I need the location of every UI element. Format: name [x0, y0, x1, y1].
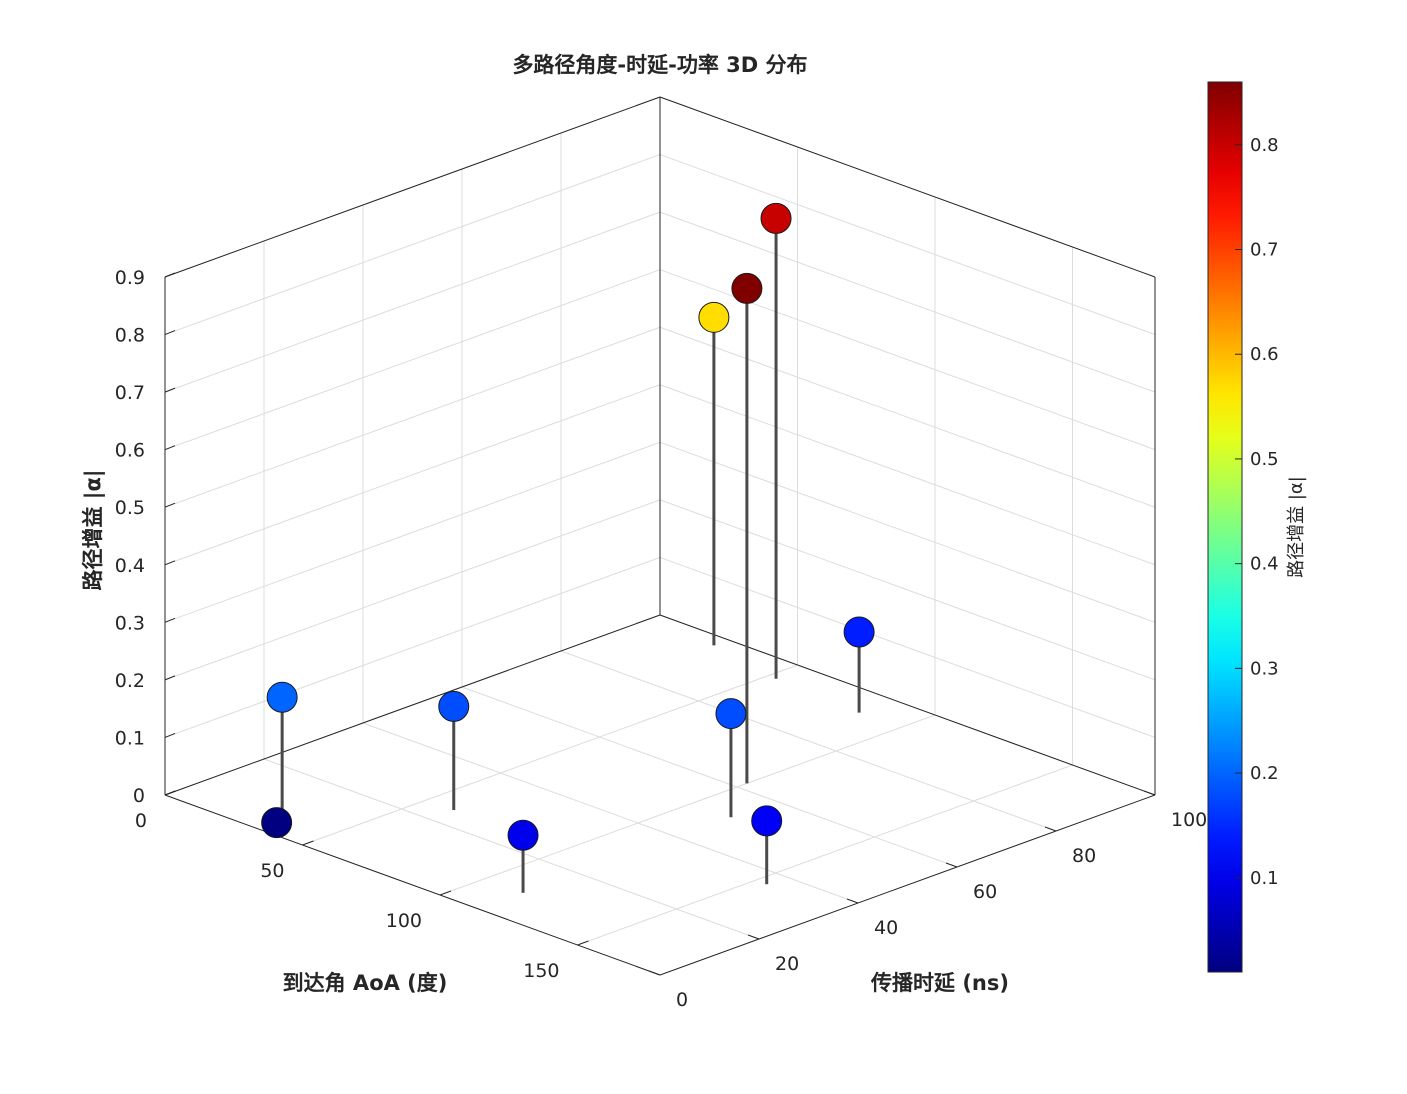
z-tick-mark	[164, 617, 176, 623]
colorbar-tick-label: 0.5	[1250, 449, 1279, 470]
axes-edge	[659, 614, 1156, 796]
y-tick-label: 100	[1171, 809, 1207, 831]
y-tick-mark	[747, 934, 760, 940]
z-tick-label: 0.9	[115, 267, 145, 289]
data-point	[843, 616, 875, 648]
x-tick-label: 0	[135, 810, 147, 832]
wall-grid-z-right	[659, 556, 1156, 738]
wall-grid-z-left	[164, 269, 661, 451]
x-tick-label: 100	[386, 910, 422, 932]
x-tick-label: 150	[523, 960, 559, 982]
grid-lines	[164, 96, 1156, 976]
wall-grid-z-right	[659, 384, 1156, 566]
y-tick-mark	[648, 970, 661, 976]
floor-grid-x	[302, 664, 798, 846]
z-tick-mark	[164, 502, 176, 508]
colorbar-tick-label: 0.6	[1250, 344, 1279, 365]
y-tick-label: 40	[874, 917, 898, 939]
colorbar-ticks: 0.1 0.2 0.3 0.4 0.5 0.6 0.7 0.8	[1235, 135, 1279, 889]
wall-grid-z-left	[164, 556, 661, 738]
y-tick-mark	[846, 898, 859, 904]
y-axis-label: 传播时延 (ns)	[870, 971, 1009, 995]
colorbar-tick-label: 0.1	[1250, 868, 1279, 889]
z-tick-mark	[164, 387, 176, 393]
wall-grid-z-left	[164, 384, 661, 566]
colorbar-gradient	[1207, 81, 1243, 973]
data-point	[760, 202, 792, 234]
y-tick-label: 80	[1072, 845, 1096, 867]
wall-grid-z-right	[659, 499, 1156, 681]
data-point	[715, 698, 747, 730]
wall-grid-z-right	[659, 441, 1156, 623]
wall-grid-z-left	[164, 211, 661, 393]
y-tick-mark	[1044, 826, 1057, 832]
axes-edge	[164, 96, 661, 278]
z-tick-mark	[164, 272, 176, 278]
wall-grid-z-right	[659, 326, 1156, 508]
z-tick-label: 0	[133, 785, 145, 807]
data-point	[698, 301, 730, 333]
x-tick-label: 50	[260, 860, 284, 882]
colorbar-tick-label: 0.4	[1250, 554, 1279, 575]
data-point	[507, 819, 539, 851]
colorbar: 0.1 0.2 0.3 0.4 0.5 0.6 0.7 0.8 路径增益 |α|	[1207, 81, 1307, 973]
colorbar-tick-label: 0.2	[1250, 763, 1279, 784]
z-tick-label: 0.8	[115, 325, 145, 347]
z-axis-label: 路径增益 |α|	[81, 469, 106, 590]
x-tick-mark	[302, 840, 314, 846]
data-point	[731, 272, 763, 304]
x-tick-mark	[577, 940, 589, 946]
x-tick-mark	[439, 890, 452, 896]
colorbar-tick-label: 0.8	[1250, 135, 1279, 156]
axes-edge	[164, 614, 661, 796]
floor-grid-x	[577, 764, 1073, 946]
floor-grid-y	[362, 722, 859, 904]
z-tick-label: 0.5	[115, 497, 145, 519]
wall-grid-z-left	[164, 441, 661, 623]
floor-grid-y	[263, 758, 760, 940]
colorbar-label: 路径增益 |α|	[1286, 476, 1307, 578]
z-tick-label: 0.2	[115, 670, 145, 692]
axes-edge	[164, 794, 661, 976]
wall-grid-z-right	[659, 211, 1156, 393]
chart-title: 多路径角度-时延-功率 3D 分布	[512, 53, 807, 77]
data-point	[266, 681, 298, 713]
z-tick-label: 0.1	[115, 727, 145, 749]
floor-grid-y	[461, 686, 958, 868]
z-tick-mark	[164, 560, 176, 566]
z-tick-mark	[164, 675, 176, 681]
z-tick-mark	[164, 445, 176, 451]
floor-grid-y	[560, 650, 1057, 832]
data-point	[751, 805, 783, 837]
data-point	[438, 690, 470, 722]
z-tick-label: 0.3	[115, 612, 145, 634]
x-axis-label: 到达角 AoA (度)	[283, 971, 448, 995]
y-tick-mark	[945, 862, 958, 868]
tick-labels: 0 50 100 150 0 20 40 60 80 100 0 0.1 0.2 0.3 0.4 0.5 0.6…	[115, 267, 1207, 1011]
wall-grid-z-left	[164, 499, 661, 681]
axes-edge	[659, 96, 1156, 278]
z-tick-mark	[164, 732, 176, 738]
axes-edge	[659, 794, 1156, 976]
z-tick-label: 0.4	[115, 555, 145, 577]
floor-grid-x	[439, 714, 936, 896]
z-tick-mark	[164, 790, 176, 796]
y-tick-label: 20	[775, 953, 799, 975]
data-points	[261, 202, 875, 893]
wall-grid-z-right	[659, 154, 1156, 336]
data-point	[261, 807, 293, 839]
y-tick-mark	[1143, 790, 1156, 796]
wall-grid-z-left	[164, 154, 661, 336]
z-tick-mark	[164, 330, 176, 336]
colorbar-tick-label: 0.7	[1250, 240, 1279, 261]
y-tick-label: 60	[973, 881, 997, 903]
colorbar-tick-label: 0.3	[1250, 658, 1279, 679]
y-tick-label: 0	[676, 989, 688, 1011]
z-tick-label: 0.6	[115, 440, 145, 462]
z-tick-label: 0.7	[115, 382, 145, 404]
axes-box	[164, 96, 1156, 976]
wall-grid-z-left	[164, 326, 661, 508]
